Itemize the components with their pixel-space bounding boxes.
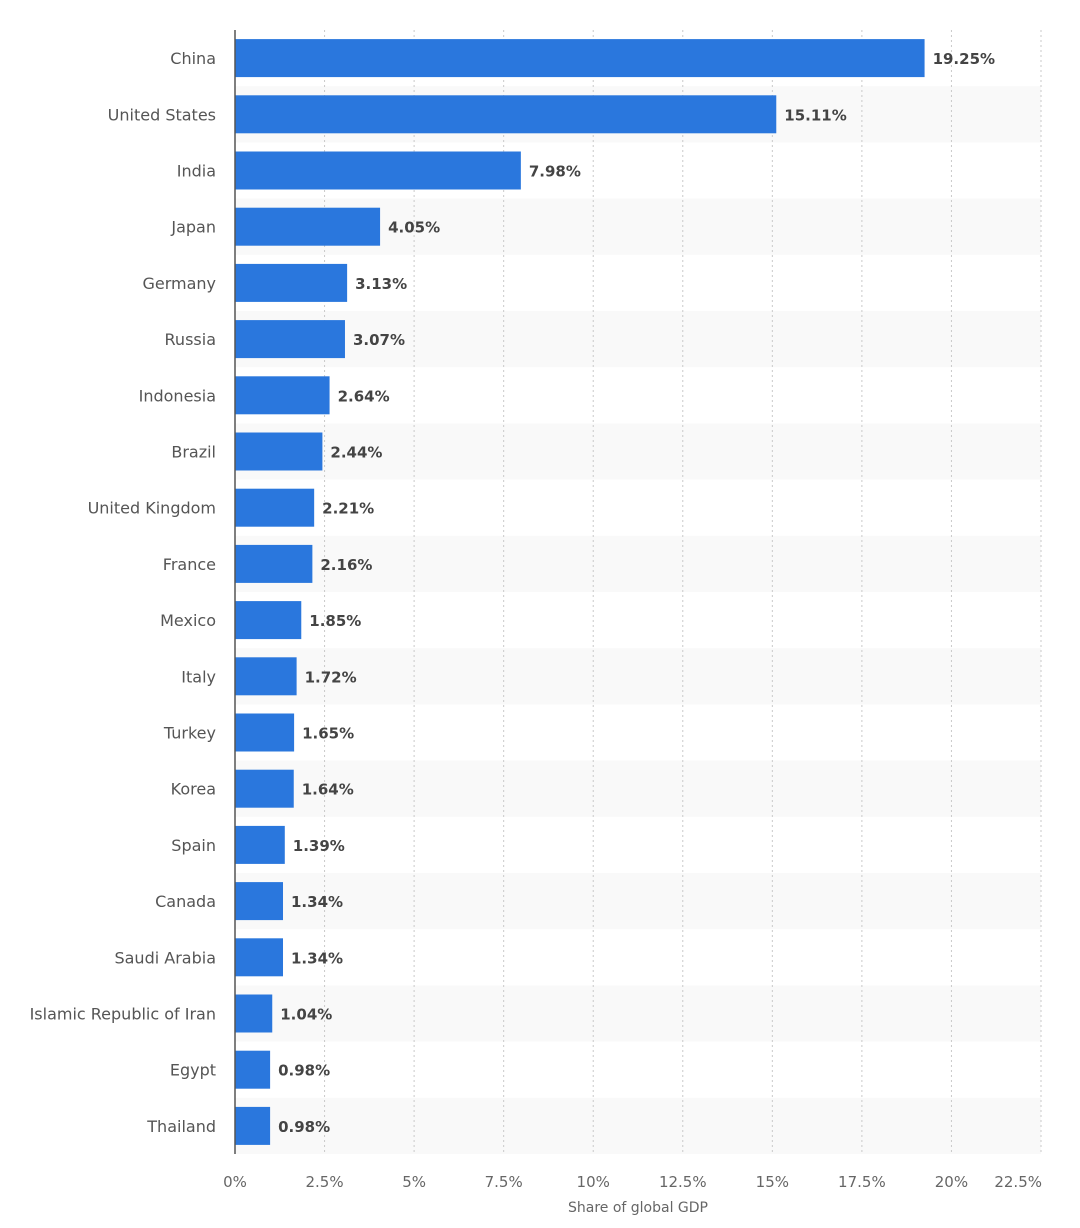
- bar[interactable]: [235, 263, 348, 302]
- row-band: [235, 1097, 1041, 1154]
- value-label: 0.98%: [278, 1118, 330, 1136]
- value-label: 2.21%: [322, 500, 374, 518]
- x-tick-label: 5%: [402, 1173, 426, 1191]
- x-tick-label: 7.5%: [485, 1173, 523, 1191]
- row-bands: [235, 86, 1041, 1154]
- value-label: 1.64%: [302, 781, 354, 799]
- value-label: 3.13%: [355, 275, 407, 293]
- row-band: [235, 760, 1041, 817]
- bar[interactable]: [235, 151, 521, 190]
- category-label: Turkey: [163, 724, 216, 743]
- value-label: 4.05%: [388, 219, 440, 237]
- category-label: Italy: [181, 667, 216, 686]
- row-band: [235, 873, 1041, 930]
- x-tick-label: 10%: [577, 1173, 610, 1191]
- value-label: 2.16%: [320, 556, 372, 574]
- x-tick-label: 2.5%: [306, 1173, 344, 1191]
- value-label: 3.07%: [353, 331, 405, 349]
- value-label: 1.34%: [291, 893, 343, 911]
- x-tick-label: 15%: [756, 1173, 789, 1191]
- bar[interactable]: [235, 825, 285, 864]
- bar[interactable]: [235, 882, 284, 921]
- bar[interactable]: [235, 769, 294, 808]
- bar[interactable]: [235, 994, 273, 1033]
- x-tick-label: 17.5%: [838, 1173, 886, 1191]
- bars: [235, 39, 925, 1145]
- value-label: 19.25%: [933, 50, 995, 68]
- category-label: United Kingdom: [88, 499, 216, 518]
- x-tick-label: 22.5%: [994, 1173, 1042, 1191]
- x-axis-title: Share of global GDP: [568, 1200, 708, 1216]
- row-band: [235, 535, 1041, 592]
- bar[interactable]: [235, 713, 295, 752]
- value-label: 1.04%: [280, 1006, 332, 1024]
- gridlines: [324, 30, 1042, 1154]
- bar[interactable]: [235, 207, 381, 246]
- bar[interactable]: [235, 488, 315, 527]
- category-label: Russia: [165, 330, 216, 349]
- category-label: Japan: [170, 218, 216, 237]
- value-label: 7.98%: [529, 163, 581, 181]
- bar[interactable]: [235, 95, 777, 134]
- value-label: 2.64%: [338, 387, 390, 405]
- value-label: 2.44%: [330, 444, 382, 462]
- category-label: Spain: [171, 836, 216, 855]
- bar[interactable]: [235, 1106, 271, 1145]
- value-labels: 19.25% 15.11% 7.98% 4.05% 3.13% 3.07% 2.64% 2.4…: [278, 50, 995, 1136]
- x-tick-labels: 0% 2.5% 5% 7.5% 10% 12.5% 15% 17.5% 20% 22.5%: [223, 1173, 1042, 1191]
- category-label: Indonesia: [139, 386, 216, 405]
- bar[interactable]: [235, 39, 925, 78]
- category-label: Egypt: [170, 1061, 216, 1080]
- x-tick-label: 12.5%: [659, 1173, 707, 1191]
- category-label: France: [163, 555, 216, 574]
- category-label: Saudi Arabia: [114, 948, 216, 967]
- bar[interactable]: [235, 376, 330, 415]
- x-tick-label: 0%: [223, 1173, 247, 1191]
- bar[interactable]: [235, 657, 297, 696]
- bar[interactable]: [235, 601, 302, 640]
- category-label: Mexico: [160, 611, 216, 630]
- category-label: China: [170, 49, 216, 68]
- category-label: Brazil: [171, 443, 216, 462]
- value-label: 1.72%: [305, 668, 357, 686]
- value-label: 15.11%: [784, 106, 846, 124]
- bar[interactable]: [235, 432, 323, 471]
- value-label: 1.85%: [309, 612, 361, 630]
- row-band: [235, 311, 1041, 368]
- category-label: Thailand: [146, 1117, 216, 1136]
- category-label: Canada: [155, 892, 216, 911]
- category-label: United States: [108, 105, 216, 124]
- bar[interactable]: [235, 938, 284, 977]
- value-label: 1.34%: [291, 949, 343, 967]
- category-label: Islamic Republic of Iran: [30, 1005, 216, 1024]
- category-label: Germany: [142, 274, 216, 293]
- value-label: 1.65%: [302, 725, 354, 743]
- row-band: [235, 423, 1041, 480]
- bar[interactable]: [235, 1050, 271, 1089]
- category-labels: China United States India Japan Germany Russi…: [30, 49, 216, 1136]
- row-band: [235, 648, 1041, 705]
- bar[interactable]: [235, 544, 313, 583]
- x-tick-label: 20%: [935, 1173, 968, 1191]
- bar[interactable]: [235, 320, 345, 359]
- value-label: 0.98%: [278, 1062, 330, 1080]
- row-band: [235, 985, 1041, 1042]
- category-label: Korea: [171, 780, 216, 799]
- category-label: India: [177, 162, 216, 181]
- value-label: 1.39%: [293, 837, 345, 855]
